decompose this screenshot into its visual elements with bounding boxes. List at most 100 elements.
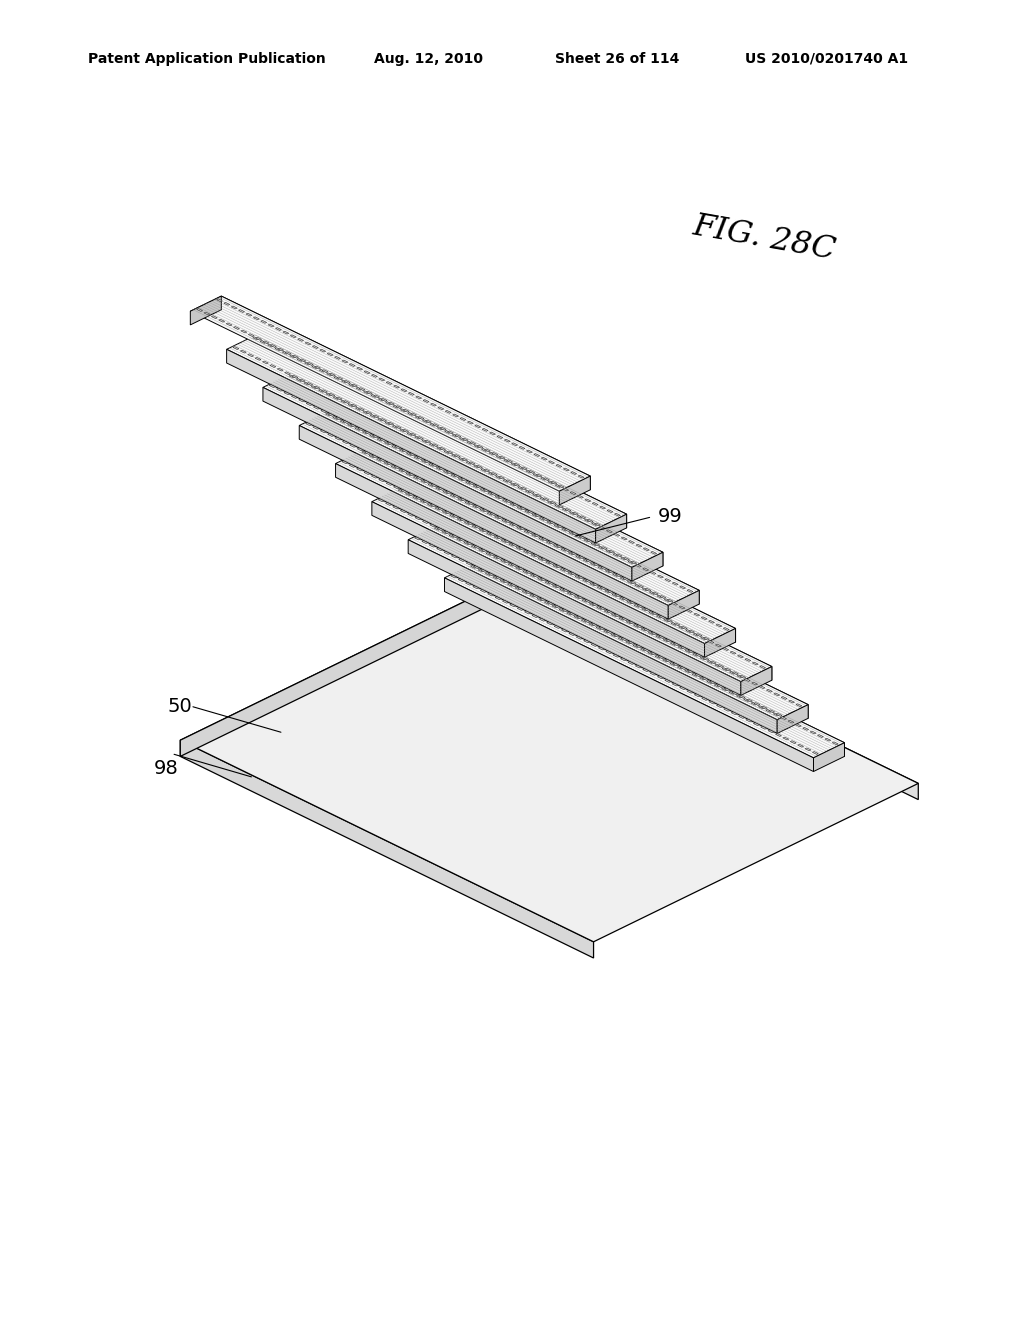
- Polygon shape: [658, 656, 664, 659]
- Polygon shape: [548, 582, 554, 585]
- Polygon shape: [798, 744, 804, 747]
- Polygon shape: [394, 466, 400, 469]
- Polygon shape: [722, 668, 728, 671]
- Polygon shape: [333, 417, 339, 420]
- Polygon shape: [559, 609, 565, 611]
- Polygon shape: [515, 587, 521, 590]
- Polygon shape: [453, 414, 459, 417]
- Polygon shape: [521, 467, 527, 470]
- Polygon shape: [328, 352, 333, 355]
- Polygon shape: [487, 593, 494, 597]
- Polygon shape: [521, 487, 526, 490]
- Polygon shape: [379, 479, 385, 482]
- Polygon shape: [268, 323, 274, 327]
- Polygon shape: [671, 643, 677, 645]
- Polygon shape: [629, 622, 635, 624]
- Polygon shape: [335, 356, 340, 359]
- Polygon shape: [444, 532, 451, 535]
- Polygon shape: [554, 626, 560, 628]
- Text: Aug. 12, 2010: Aug. 12, 2010: [374, 51, 483, 66]
- Polygon shape: [730, 651, 736, 655]
- Polygon shape: [429, 544, 435, 546]
- Polygon shape: [454, 475, 460, 478]
- Polygon shape: [563, 469, 569, 471]
- Polygon shape: [591, 644, 597, 647]
- Polygon shape: [536, 494, 542, 498]
- Polygon shape: [630, 601, 636, 605]
- Polygon shape: [665, 680, 671, 682]
- Polygon shape: [563, 569, 569, 572]
- Polygon shape: [687, 671, 693, 673]
- Polygon shape: [548, 602, 553, 605]
- Polygon shape: [578, 597, 584, 599]
- Polygon shape: [495, 597, 501, 599]
- Polygon shape: [584, 539, 590, 543]
- Polygon shape: [399, 429, 406, 432]
- Polygon shape: [370, 434, 376, 437]
- Polygon shape: [680, 667, 686, 669]
- Polygon shape: [500, 579, 506, 582]
- Polygon shape: [702, 677, 709, 680]
- Polygon shape: [509, 544, 515, 546]
- Polygon shape: [548, 502, 553, 504]
- Polygon shape: [328, 433, 334, 437]
- Polygon shape: [674, 623, 680, 626]
- Polygon shape: [530, 574, 537, 577]
- Polygon shape: [590, 583, 596, 586]
- Polygon shape: [374, 395, 380, 397]
- Polygon shape: [759, 686, 765, 689]
- Polygon shape: [744, 678, 751, 681]
- Polygon shape: [386, 503, 391, 506]
- Polygon shape: [523, 550, 529, 553]
- Polygon shape: [583, 579, 589, 582]
- Polygon shape: [810, 731, 816, 734]
- Polygon shape: [473, 586, 479, 589]
- Polygon shape: [392, 445, 397, 449]
- Polygon shape: [365, 371, 370, 374]
- Polygon shape: [488, 553, 495, 556]
- Polygon shape: [321, 430, 327, 433]
- Polygon shape: [314, 387, 321, 389]
- Polygon shape: [410, 453, 416, 455]
- Polygon shape: [482, 510, 488, 512]
- Polygon shape: [364, 471, 370, 474]
- Polygon shape: [226, 350, 596, 543]
- Polygon shape: [620, 577, 626, 579]
- Polygon shape: [356, 387, 362, 391]
- Polygon shape: [270, 364, 275, 367]
- Polygon shape: [526, 470, 531, 473]
- Polygon shape: [481, 449, 487, 451]
- Polygon shape: [466, 562, 472, 565]
- Polygon shape: [618, 638, 625, 640]
- Polygon shape: [226, 323, 232, 326]
- Polygon shape: [359, 388, 365, 391]
- Polygon shape: [564, 529, 570, 532]
- Polygon shape: [438, 487, 444, 491]
- Polygon shape: [570, 593, 575, 595]
- Polygon shape: [469, 482, 474, 484]
- Polygon shape: [766, 709, 772, 713]
- Polygon shape: [466, 462, 472, 465]
- Polygon shape: [506, 479, 512, 483]
- Polygon shape: [524, 611, 530, 614]
- Polygon shape: [486, 553, 492, 556]
- Polygon shape: [283, 351, 288, 354]
- Polygon shape: [474, 545, 480, 549]
- Polygon shape: [248, 334, 254, 337]
- Polygon shape: [473, 465, 479, 467]
- Polygon shape: [754, 702, 760, 705]
- Polygon shape: [599, 627, 605, 630]
- Polygon shape: [651, 632, 657, 635]
- Polygon shape: [394, 446, 400, 449]
- Polygon shape: [439, 467, 444, 470]
- Polygon shape: [543, 498, 549, 500]
- Polygon shape: [423, 400, 429, 403]
- Polygon shape: [538, 578, 544, 581]
- Polygon shape: [591, 543, 597, 545]
- Polygon shape: [746, 719, 752, 722]
- Polygon shape: [535, 515, 541, 517]
- Polygon shape: [381, 418, 386, 421]
- Polygon shape: [514, 463, 520, 466]
- Polygon shape: [461, 499, 467, 502]
- Polygon shape: [290, 335, 296, 338]
